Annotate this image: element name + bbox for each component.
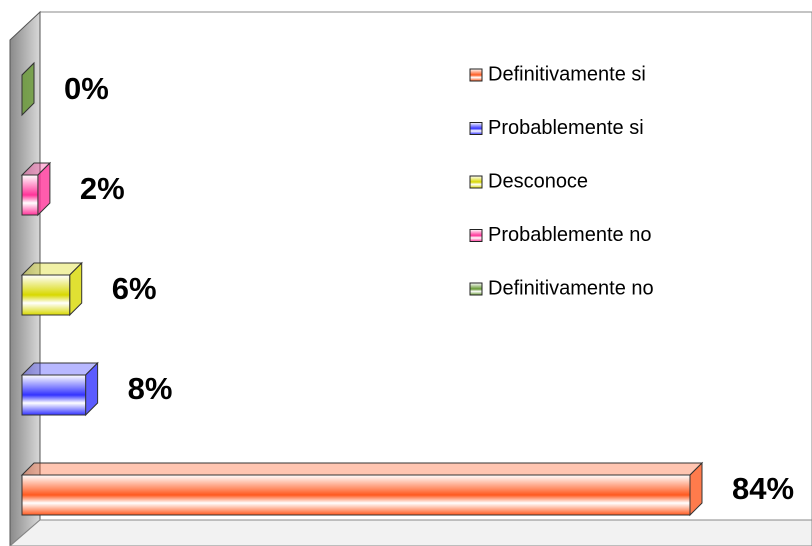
bar-top — [20, 362, 99, 376]
bar-front — [21, 474, 691, 516]
legend-label: Desconoce — [488, 170, 588, 192]
bar — [20, 261, 83, 317]
bar-side — [21, 61, 35, 117]
legend-label: Probablemente si — [488, 117, 644, 139]
data-label: 6% — [112, 271, 157, 306]
legend-label: Probablemente no — [488, 224, 651, 246]
bar — [20, 361, 99, 417]
bar-front — [21, 274, 71, 316]
legend-label: Definitivamente no — [488, 277, 654, 299]
data-label: 0% — [64, 71, 109, 106]
bar — [21, 61, 35, 117]
bar-front — [21, 174, 39, 216]
back-wall — [39, 11, 812, 521]
legend-swatch — [469, 122, 483, 135]
legend-swatch — [469, 175, 483, 189]
data-label: 84% — [732, 471, 794, 506]
legend-swatch — [469, 68, 483, 82]
legend-swatch — [469, 229, 483, 242]
legend-label: Definitivamente si — [488, 63, 646, 85]
bar — [20, 161, 52, 217]
bar — [20, 461, 704, 517]
bar-front — [21, 374, 87, 416]
bar-top — [20, 462, 704, 476]
data-label: 2% — [80, 171, 125, 206]
legend-swatch — [469, 282, 483, 296]
data-label: 8% — [128, 371, 173, 406]
floor — [9, 519, 812, 546]
